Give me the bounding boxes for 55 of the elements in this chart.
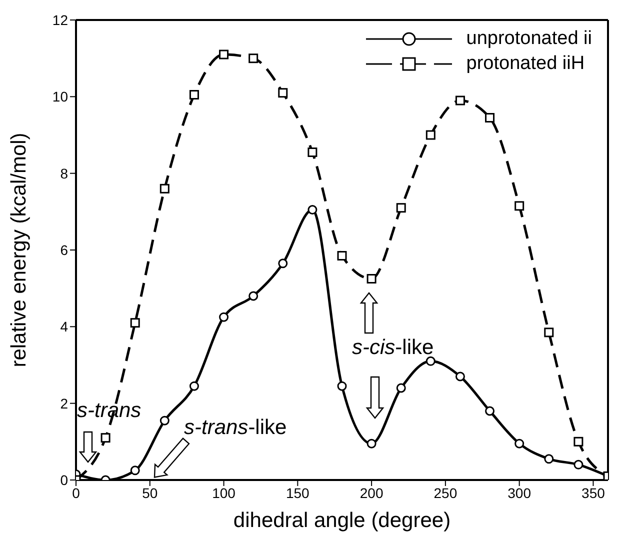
point	[189, 90, 199, 100]
point	[248, 54, 258, 64]
point	[278, 88, 288, 98]
x-axis-title: dihedral angle (degree)	[233, 509, 451, 532]
y-tick-label: 12	[52, 12, 68, 28]
point	[219, 312, 229, 322]
point	[278, 258, 288, 268]
point	[248, 291, 258, 301]
point	[308, 205, 318, 214]
point	[514, 438, 524, 448]
point	[485, 113, 495, 122]
point	[544, 328, 554, 338]
point	[366, 438, 376, 448]
point	[160, 416, 170, 426]
legend-label: unprotonated ii	[466, 27, 592, 51]
point	[130, 318, 140, 328]
point	[308, 148, 318, 157]
point	[396, 383, 406, 393]
x-tick-label: 50	[142, 484, 158, 501]
point	[130, 466, 140, 476]
point	[100, 433, 110, 443]
y-tick-label: 6	[60, 242, 68, 258]
y-tick-label: 0	[60, 472, 68, 488]
point	[485, 406, 495, 416]
x-tick-label: 250	[434, 484, 458, 501]
x-tick-label: 300	[508, 484, 532, 501]
point	[219, 50, 229, 60]
point	[189, 381, 199, 391]
point	[455, 96, 465, 106]
y-tick-label: 10	[52, 88, 68, 105]
legend-label: protonated iiH	[466, 52, 585, 76]
point	[396, 203, 406, 213]
x-tick-label: 100	[212, 484, 236, 501]
x-tick-label: 200	[360, 484, 384, 501]
point	[426, 130, 436, 140]
point	[337, 251, 347, 260]
annotation: s-trans	[77, 399, 142, 422]
point	[455, 372, 465, 382]
point	[366, 274, 376, 284]
point	[544, 454, 554, 464]
point	[337, 381, 347, 391]
y-tick-label: 4	[60, 318, 68, 335]
point	[160, 184, 170, 194]
x-tick-label: 350	[582, 484, 606, 501]
y-tick-label: 8	[60, 165, 68, 182]
point	[574, 460, 584, 470]
annotation: s-cis-like	[352, 336, 434, 359]
y-axis-title: relative energy (kcal/mol)	[7, 132, 30, 368]
point	[426, 356, 436, 366]
point	[514, 201, 524, 211]
x-tick-label: 0	[72, 484, 80, 501]
annotation: s-trans-like	[184, 416, 287, 439]
x-tick-label: 150	[286, 484, 310, 501]
point	[574, 436, 584, 446]
y-tick-label: 2	[60, 395, 68, 412]
